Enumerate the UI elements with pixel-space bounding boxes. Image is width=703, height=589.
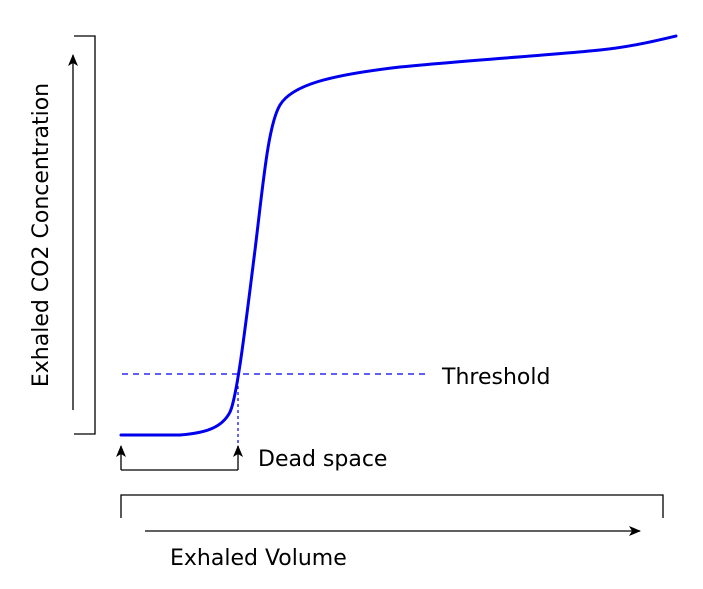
threshold-label: Threshold (441, 365, 550, 390)
y-axis-bracket (74, 35, 96, 435)
x-axis-label: Exhaled Volume (170, 546, 347, 571)
dead-space-label: Dead space (258, 447, 387, 472)
y-axis-label: Exhaled CO2 Concentration (29, 83, 54, 387)
x-axis-bracket (120, 494, 664, 518)
co2-curve (119, 34, 678, 437)
